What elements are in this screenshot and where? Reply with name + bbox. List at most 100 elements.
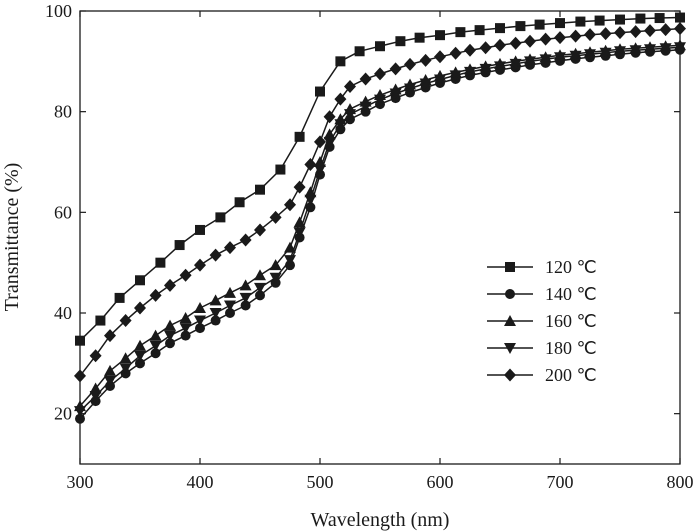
data-point: [575, 16, 586, 27]
data-point: [419, 53, 432, 67]
data-point: [375, 41, 385, 52]
data-point: [644, 44, 656, 56]
y-tick-label: 40: [54, 303, 72, 323]
data-point: [155, 257, 166, 268]
data-point: [294, 131, 305, 142]
plot-frame: [79, 10, 681, 465]
data-point: [389, 62, 402, 76]
legend-marker: [504, 315, 516, 326]
legend-label: 200 ℃: [545, 365, 597, 385]
legend-label: 180 ℃: [545, 338, 597, 358]
data-point: [254, 269, 266, 281]
data-point: [149, 340, 162, 352]
data-point: [304, 158, 317, 172]
data-point: [164, 319, 176, 331]
data-point: [569, 29, 582, 43]
data-point: [149, 288, 162, 302]
series-1: [75, 12, 685, 346]
data-point: [615, 14, 625, 25]
data-point: [675, 12, 685, 23]
data-point: [304, 194, 317, 206]
data-point: [89, 382, 102, 394]
legend-marker: [505, 262, 515, 272]
data-point: [224, 300, 236, 312]
data-point: [239, 292, 252, 304]
data-point: [119, 314, 132, 328]
data-point: [629, 25, 642, 39]
data-point: [74, 406, 86, 418]
x-tick-label: 500: [307, 472, 334, 492]
data-point: [240, 300, 251, 311]
data-point: [335, 56, 346, 67]
data-point: [584, 49, 596, 61]
data-point: [239, 279, 252, 291]
data-point: [464, 43, 476, 57]
legend-item: 200 ℃: [487, 365, 597, 385]
data-point: [104, 375, 116, 387]
data-point: [194, 315, 206, 327]
data-point: [323, 136, 336, 148]
legend-item: 180 ℃: [487, 338, 597, 358]
data-point: [494, 38, 506, 52]
data-point: [515, 21, 526, 32]
data-point: [449, 46, 462, 60]
data-point: [334, 92, 347, 106]
data-point: [344, 80, 356, 93]
data-point: [104, 364, 116, 376]
y-tick-label: 100: [45, 1, 72, 21]
series-5: [74, 22, 686, 383]
data-point: [275, 164, 286, 175]
data-point: [254, 223, 266, 237]
data-point: [635, 13, 646, 24]
data-point: [293, 180, 306, 194]
data-point: [174, 240, 185, 251]
y-tick-label: 60: [54, 202, 72, 222]
series-layer: [74, 12, 686, 424]
data-point: [659, 43, 672, 55]
data-point: [354, 46, 365, 57]
data-point: [305, 202, 316, 213]
data-point: [534, 19, 545, 30]
data-point: [599, 47, 612, 59]
data-point: [659, 23, 672, 37]
data-point: [594, 15, 605, 26]
data-point: [195, 323, 205, 334]
data-point: [284, 198, 296, 212]
data-point: [179, 323, 192, 335]
data-point: [644, 24, 656, 38]
x-tick-label: 300: [67, 472, 94, 492]
x-tick-label: 800: [667, 472, 694, 492]
data-point: [524, 56, 536, 68]
data-point: [419, 78, 432, 90]
data-point: [359, 101, 372, 113]
data-point: [135, 358, 145, 369]
data-point: [344, 109, 356, 121]
data-point: [149, 329, 162, 341]
data-point: [269, 272, 282, 284]
data-point: [464, 66, 476, 78]
data-point: [494, 61, 506, 73]
legend-item: 140 ℃: [487, 284, 597, 304]
data-point: [334, 119, 347, 131]
data-point: [164, 278, 176, 292]
data-point: [119, 363, 132, 375]
data-point: [474, 25, 485, 36]
data-point: [554, 31, 566, 45]
data-point: [75, 413, 85, 424]
data-point: [449, 70, 462, 82]
data-point: [654, 13, 665, 24]
data-point: [209, 248, 222, 262]
data-point: [374, 94, 386, 106]
x-axis-title: Wavelength (nm): [311, 509, 450, 531]
data-point: [179, 268, 192, 282]
data-point: [314, 164, 326, 176]
data-point: [314, 135, 326, 149]
legend-item: 160 ℃: [487, 311, 597, 331]
data-point: [455, 27, 466, 38]
data-point: [180, 330, 191, 341]
data-point: [254, 282, 266, 294]
legend-label: 160 ℃: [545, 311, 597, 331]
data-point: [359, 72, 372, 86]
data-point: [255, 290, 265, 301]
data-point: [584, 28, 596, 42]
